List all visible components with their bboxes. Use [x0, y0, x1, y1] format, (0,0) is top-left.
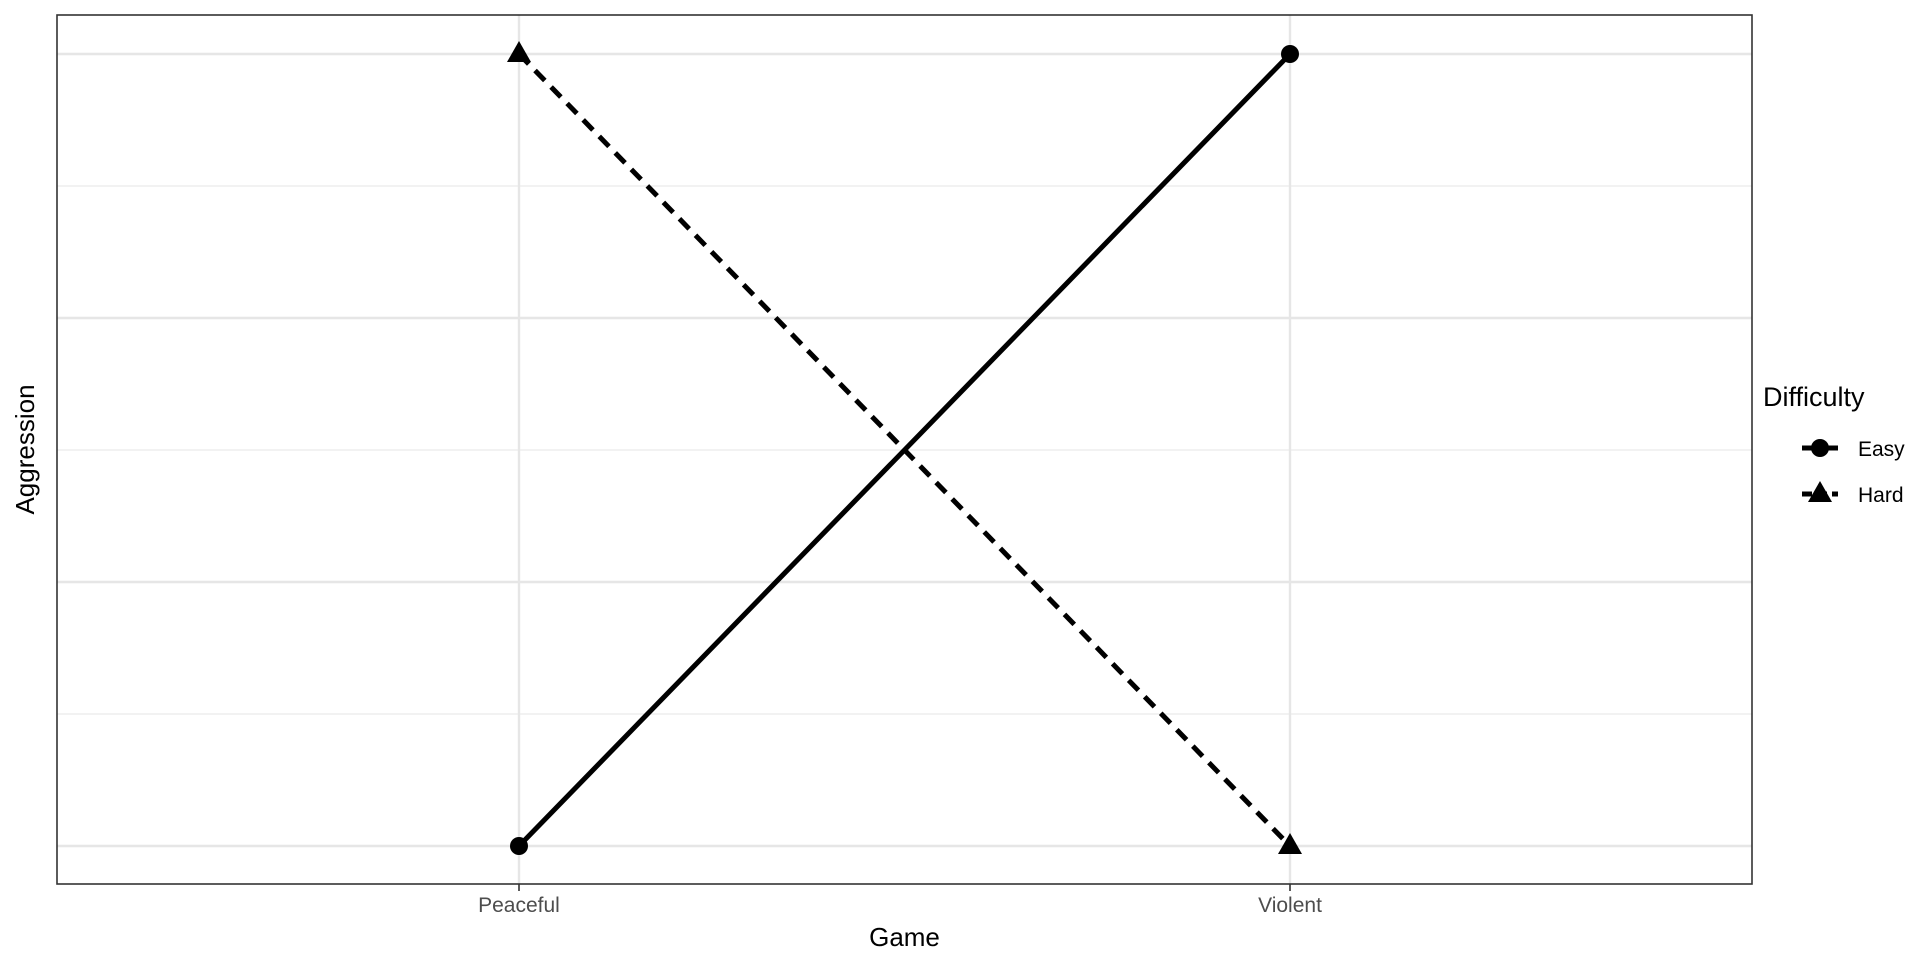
legend-title: Difficulty	[1763, 382, 1865, 412]
legend: Difficulty Easy Hard	[1763, 382, 1905, 507]
point-easy-peaceful	[510, 837, 528, 855]
series-line-hard	[517, 52, 1292, 848]
x-axis-ticks: Peaceful Violent	[478, 884, 1322, 917]
legend-key-easy	[1802, 439, 1838, 457]
plot-panel-border	[56, 14, 1753, 885]
legend-label-easy: Easy	[1858, 438, 1905, 461]
point-hard-violent	[1278, 832, 1302, 854]
major-gridlines	[57, 15, 1752, 884]
x-axis-title: Game	[869, 922, 940, 952]
point-hard-peaceful	[507, 40, 531, 62]
legend-label-hard: Hard	[1858, 484, 1904, 507]
point-easy-violent	[1281, 45, 1299, 63]
legend-key-hard	[1802, 481, 1838, 502]
legend-marker-easy	[1811, 439, 1829, 457]
series-layer	[507, 40, 1302, 855]
x-tick-label-peaceful: Peaceful	[478, 894, 560, 917]
x-tick-label-violent: Violent	[1258, 894, 1322, 917]
y-axis-title: Aggression	[10, 384, 40, 514]
legend-marker-hard	[1808, 481, 1832, 502]
